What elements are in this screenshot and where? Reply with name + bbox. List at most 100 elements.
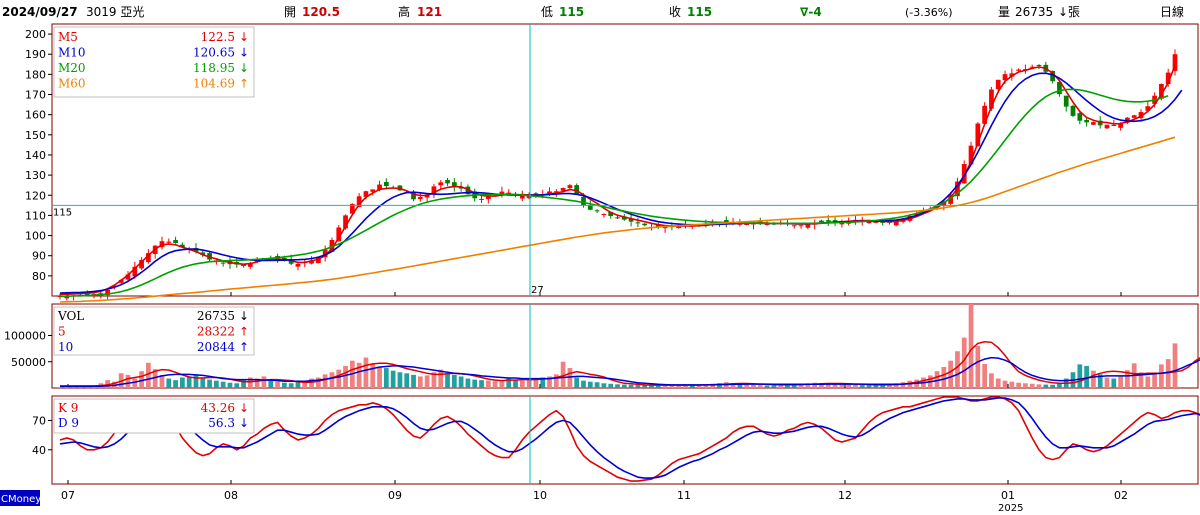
volume-bar[interactable] bbox=[594, 382, 600, 388]
volume-bar[interactable] bbox=[417, 376, 423, 388]
candle-body[interactable] bbox=[608, 211, 614, 217]
volume-bar[interactable] bbox=[812, 382, 818, 388]
candle-body[interactable] bbox=[615, 217, 620, 219]
volume-bar[interactable] bbox=[84, 386, 90, 388]
candle-body[interactable] bbox=[1050, 70, 1055, 82]
volume-bar[interactable] bbox=[737, 383, 743, 388]
volume-bar[interactable] bbox=[1084, 365, 1089, 388]
volume-bar[interactable] bbox=[975, 346, 981, 388]
volume-bar[interactable] bbox=[615, 384, 620, 388]
candle-body[interactable] bbox=[533, 193, 539, 195]
volume-bar[interactable] bbox=[730, 383, 736, 388]
volume-bar[interactable] bbox=[343, 365, 348, 388]
volume-bar[interactable] bbox=[621, 384, 627, 388]
volume-bar[interactable] bbox=[1091, 370, 1096, 388]
volume-bar[interactable] bbox=[703, 384, 709, 388]
volume-bar[interactable] bbox=[900, 382, 906, 388]
candle-body[interactable] bbox=[553, 191, 559, 193]
candle-body[interactable] bbox=[411, 192, 416, 200]
candle-body[interactable] bbox=[241, 264, 246, 266]
volume-bar[interactable] bbox=[309, 378, 314, 388]
volume-bar[interactable] bbox=[200, 378, 206, 388]
candle-body[interactable] bbox=[336, 227, 342, 242]
volume-bar[interactable] bbox=[275, 381, 280, 388]
volume-bar[interactable] bbox=[1023, 383, 1028, 388]
candle-body[interactable] bbox=[587, 205, 593, 210]
volume-bar[interactable] bbox=[968, 304, 974, 388]
volume-bar[interactable] bbox=[880, 384, 886, 388]
volume-bar[interactable] bbox=[1050, 384, 1055, 388]
volume-bar[interactable] bbox=[581, 380, 586, 388]
volume-bar[interactable] bbox=[696, 384, 702, 388]
candle-body[interactable] bbox=[574, 185, 580, 195]
candle-body[interactable] bbox=[295, 263, 301, 267]
candle-body[interactable] bbox=[57, 296, 63, 297]
volume-bar[interactable] bbox=[479, 380, 484, 388]
candle-body[interactable] bbox=[309, 260, 314, 264]
volume-bar[interactable] bbox=[438, 369, 444, 388]
candle-body[interactable] bbox=[431, 186, 437, 194]
volume-bar[interactable] bbox=[234, 383, 240, 388]
volume-bar[interactable] bbox=[771, 385, 777, 388]
candle-body[interactable] bbox=[1159, 84, 1164, 99]
volume-bar[interactable] bbox=[105, 380, 110, 388]
candle-body[interactable] bbox=[112, 285, 117, 288]
header-period[interactable]: 日線 bbox=[1160, 4, 1184, 19]
volume-bar[interactable] bbox=[1138, 372, 1144, 388]
volume-bar[interactable] bbox=[873, 385, 879, 388]
candle-body[interactable] bbox=[193, 247, 199, 253]
candle-body[interactable] bbox=[594, 210, 600, 212]
candle-body[interactable] bbox=[220, 262, 226, 264]
volume-bar[interactable] bbox=[825, 383, 831, 388]
volume-bar[interactable] bbox=[662, 384, 668, 388]
candle-body[interactable] bbox=[1104, 124, 1110, 129]
volume-bar[interactable] bbox=[832, 384, 838, 388]
volume-bar[interactable] bbox=[125, 374, 131, 388]
candle-body[interactable] bbox=[662, 226, 668, 229]
candle-body[interactable] bbox=[485, 196, 491, 200]
candle-body[interactable] bbox=[567, 185, 573, 189]
volume-bar[interactable] bbox=[383, 368, 389, 388]
volume-bar[interactable] bbox=[655, 384, 661, 388]
volume-bar[interactable] bbox=[302, 380, 308, 388]
candle-body[interactable] bbox=[819, 220, 824, 223]
volume-bar[interactable] bbox=[751, 384, 756, 388]
candle-body[interactable] bbox=[451, 182, 457, 187]
volume-bar[interactable] bbox=[649, 385, 654, 388]
volume-bar[interactable] bbox=[995, 378, 1001, 388]
volume-bar[interactable] bbox=[220, 381, 226, 388]
volume-bar[interactable] bbox=[152, 369, 158, 388]
volume-bar[interactable] bbox=[472, 379, 478, 388]
volume-bar[interactable] bbox=[513, 379, 518, 388]
volume-bar[interactable] bbox=[846, 384, 852, 388]
volume-bar[interactable] bbox=[1165, 359, 1171, 388]
candle-body[interactable] bbox=[989, 89, 994, 109]
volume-bar[interactable] bbox=[451, 374, 457, 388]
volume-bar[interactable] bbox=[506, 378, 512, 388]
candle-body[interactable] bbox=[635, 222, 641, 224]
candle-body[interactable] bbox=[84, 293, 90, 295]
candle-body[interactable] bbox=[873, 221, 879, 223]
volume-bar[interactable] bbox=[499, 380, 505, 388]
volume-bar[interactable] bbox=[1172, 343, 1178, 388]
candle-body[interactable] bbox=[1131, 115, 1137, 118]
volume-bar[interactable] bbox=[955, 351, 960, 388]
candle-body[interactable] bbox=[723, 220, 729, 223]
volume-bar[interactable] bbox=[261, 376, 267, 388]
volume-bar[interactable] bbox=[207, 379, 212, 388]
volume-bar[interactable] bbox=[642, 385, 648, 388]
candle-body[interactable] bbox=[601, 213, 607, 215]
volume-bar[interactable] bbox=[424, 375, 430, 388]
candle-body[interactable] bbox=[832, 220, 838, 222]
candle-body[interactable] bbox=[982, 105, 987, 124]
candle-body[interactable] bbox=[1016, 69, 1021, 71]
volume-bar[interactable] bbox=[791, 384, 797, 388]
volume-bar[interactable] bbox=[982, 363, 987, 388]
candle-body[interactable] bbox=[343, 215, 348, 229]
volume-bar[interactable] bbox=[1104, 377, 1110, 389]
volume-bar[interactable] bbox=[1159, 364, 1164, 388]
volume-bar[interactable] bbox=[363, 357, 369, 388]
candle-body[interactable] bbox=[676, 226, 682, 229]
candle-body[interactable] bbox=[1009, 73, 1015, 77]
volume-bar[interactable] bbox=[254, 378, 260, 388]
